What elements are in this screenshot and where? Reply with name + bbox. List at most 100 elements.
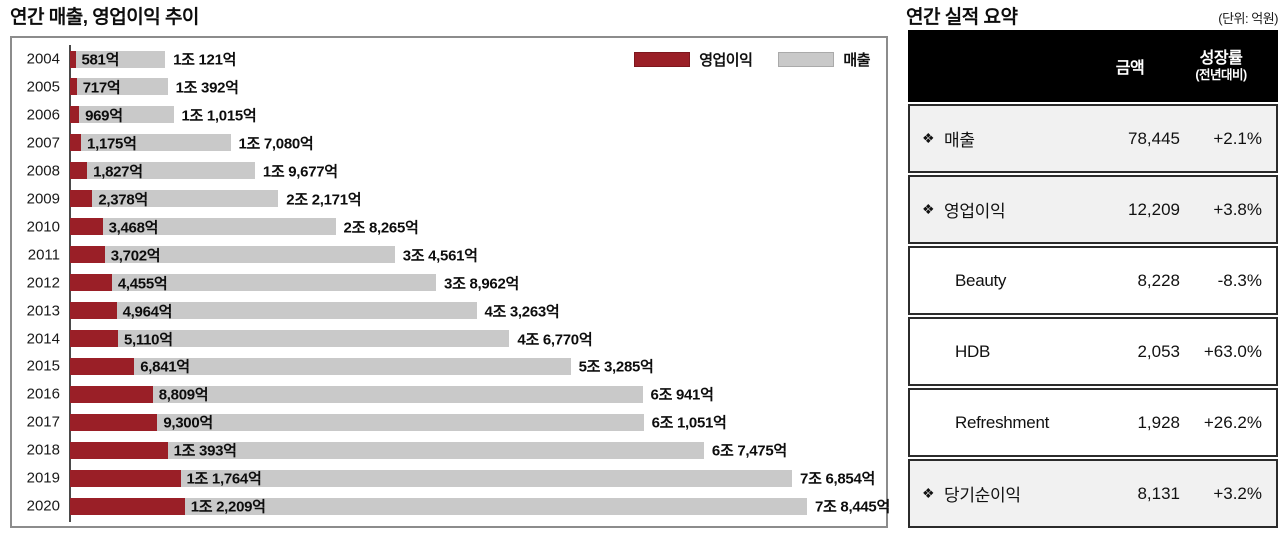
year-label: 2014: [26, 330, 60, 347]
summary-row-매출: ❖ 매출 78,445 +2.1%: [908, 104, 1278, 173]
revenue-label: 4조 6,770억: [517, 331, 593, 348]
operating-profit-label: 3,468억: [108, 219, 159, 237]
revenue-label: 2조 2,171억: [286, 191, 362, 209]
operating-profit-label: 1조 2,209억: [190, 498, 266, 516]
operating-profit-bar: [70, 106, 80, 124]
year-label: 2012: [26, 274, 60, 292]
revenue-bar: [70, 469, 793, 487]
revenue-bar: [70, 441, 704, 459]
column-header-growth: 성장률 (전년대비): [1180, 50, 1262, 83]
diamond-bullet-icon: ❖: [922, 485, 935, 501]
revenue-bar: [70, 190, 279, 208]
column-header-amount: 금액: [1115, 60, 1145, 77]
chart-row-2019: 2019 1조 1,764억 7조 6,854억: [12, 464, 886, 492]
summary-row-Refreshment: Refreshment 1,928 +26.2%: [908, 388, 1278, 457]
year-label: 2011: [27, 246, 60, 264]
summary-table-body: ❖ 매출 78,445 +2.1% ❖ 영업이익 12,209 +3.8% Beauty 8,22…: [908, 104, 1278, 528]
year-label: 2006: [26, 106, 60, 124]
column-header-growth-subnote: (전년대비): [1195, 68, 1247, 82]
operating-profit-bar: [70, 385, 153, 403]
revenue-label: 5조 3,285억: [578, 358, 654, 376]
summary-table-header-row: 금액 성장률 (전년대비): [908, 30, 1278, 102]
operating-profit-bar: [70, 469, 181, 487]
revenue-bar: [70, 357, 571, 375]
revenue-label: 1조 7,080억: [238, 135, 314, 153]
operating-profit-bar: [70, 302, 117, 320]
year-label: 2015: [26, 357, 60, 375]
year-label: 2008: [26, 162, 60, 180]
row-growth: +3.8%: [1213, 199, 1262, 219]
year-label: 2020: [26, 497, 60, 515]
chart-row-2020: 2020 1조 2,209억 7조 8,445억: [12, 492, 890, 520]
legend-item-revenue: 매출: [778, 49, 870, 70]
legend-label-operating-profit: 영업이익: [699, 52, 753, 69]
revenue-bar: [70, 78, 168, 96]
operating-profit-bar: [70, 190, 93, 208]
unit-note: (단위: 억원): [1218, 11, 1278, 26]
operating-profit-bar: [70, 441, 168, 459]
operating-profit-bar: [70, 246, 105, 264]
diamond-bullet-icon: ❖: [922, 201, 935, 217]
row-label: ❖ 매출: [910, 126, 1080, 151]
chart-row-2018: 2018 1조 393억 6조 7,475억: [12, 436, 886, 464]
operating-profit-label: 717억: [82, 79, 121, 97]
operating-profit-bar: [70, 50, 76, 68]
row-growth: +26.2%: [1203, 412, 1262, 432]
legend-item-operating-profit: 영업이익: [634, 49, 753, 70]
chart-row-2010: 2010 3,468억 2조 8,265억: [12, 213, 886, 241]
row-amount: 8,131: [1137, 483, 1180, 503]
row-label: Beauty: [910, 271, 1080, 291]
year-label: 2010: [26, 218, 60, 236]
row-growth: +63.0%: [1203, 341, 1262, 361]
row-amount: 1,928: [1137, 412, 1180, 432]
operating-profit-label: 581억: [81, 51, 120, 69]
chart-title: 연간 매출, 영업이익 추이: [10, 7, 199, 28]
row-amount: 8,228: [1137, 270, 1180, 290]
row-label-text: 영업이익: [944, 202, 1006, 221]
revenue-bar: [70, 385, 643, 403]
revenue-label: 3조 4,561억: [402, 247, 478, 265]
chart-legend: 영업이익 매출: [634, 49, 870, 70]
revenue-bar: [70, 274, 437, 292]
row-label-text: 당기순이익: [944, 486, 1021, 505]
operating-profit-label: 1조 1,764억: [186, 470, 262, 488]
diamond-bullet-icon: ❖: [922, 130, 935, 146]
year-label: 2013: [26, 302, 60, 320]
chart-row-2011: 2011 3,702억 3조 4,561억: [12, 241, 886, 269]
operating-profit-label: 5,110억: [124, 331, 173, 348]
row-amount: 12,209: [1128, 199, 1180, 219]
chart-row-2004: 2004 581억 1조 121억: [12, 45, 886, 73]
row-label-text: Refreshment: [955, 412, 1050, 432]
revenue-label: 1조 9,677억: [262, 163, 338, 181]
revenue-label: 6조 1,051억: [651, 414, 727, 432]
revenue-bar: [70, 413, 644, 431]
row-amount: 78,445: [1128, 128, 1180, 148]
operating-profit-swatch: [634, 52, 691, 67]
year-label: 2017: [26, 413, 60, 431]
revenue-bar: [70, 106, 174, 124]
year-label: 2019: [26, 469, 60, 487]
chart-row-2014: 2014 5,110억 4조 6,770억: [12, 325, 886, 353]
operating-profit-bar: [70, 134, 81, 152]
revenue-bar: [70, 246, 395, 264]
chart-row-2005: 2005 717억 1조 392억: [12, 73, 886, 101]
operating-profit-label: 1,175억: [87, 135, 137, 153]
summary-section: 연간 실적 요약 (단위: 억원) 금액 성장률 (전년대비) ❖ 매출 78,44…: [906, 0, 1278, 536]
operating-profit-label: 4,964억: [122, 303, 173, 321]
revenue-bar: [70, 302, 477, 320]
revenue-label: 1조 1,015억: [181, 107, 257, 125]
revenue-bar: [70, 50, 166, 68]
chart-row-2015: 2015 6,841억 5조 3,285억: [12, 352, 886, 380]
chart-row-2007: 2007 1,175억 1조 7,080억: [12, 129, 886, 157]
row-label-text: 매출: [944, 131, 975, 150]
revenue-label: 6조 7,475억: [711, 442, 787, 460]
operating-profit-label: 8,809억: [158, 386, 209, 404]
row-label: ❖ 영업이익: [910, 197, 1080, 222]
summary-row-HDB: HDB 2,053 +63.0%: [908, 317, 1278, 386]
summary-row-영업이익: ❖ 영업이익 12,209 +3.8%: [908, 175, 1278, 244]
year-label: 2016: [26, 385, 60, 403]
summary-row-Beauty: Beauty 8,228 -8.3%: [908, 246, 1278, 315]
row-growth: -8.3%: [1217, 270, 1262, 290]
revenue-label: 6조 941억: [650, 386, 714, 404]
